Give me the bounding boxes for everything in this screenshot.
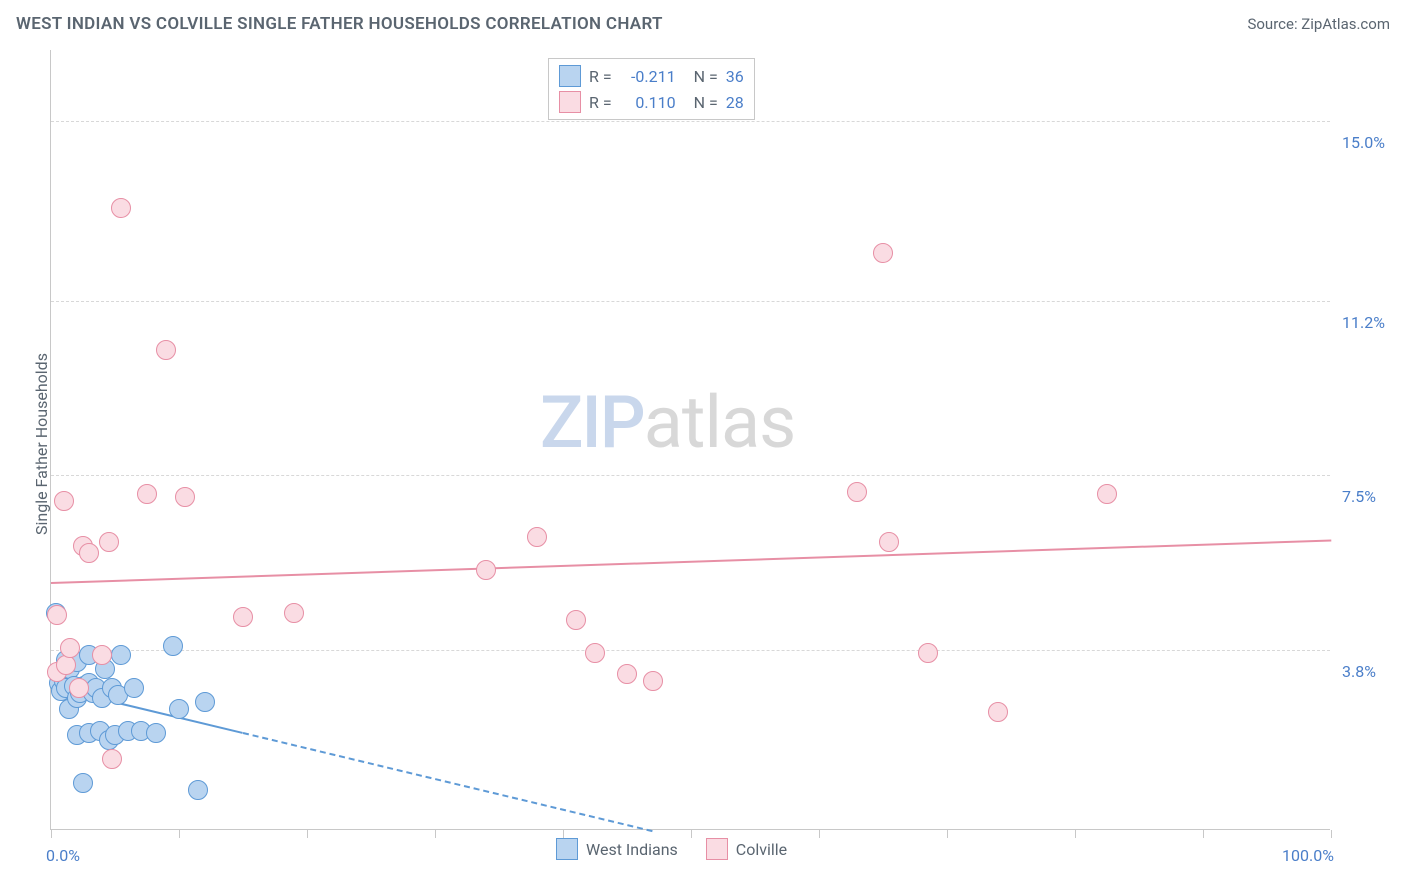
legend-row: R = 0.110 N = 28 [559, 89, 744, 115]
data-point [284, 603, 304, 623]
data-point [102, 749, 122, 769]
data-point [233, 607, 253, 627]
x-tick [1331, 830, 1332, 838]
y-tick-label: 3.8% [1342, 662, 1376, 681]
gridline [51, 475, 1330, 476]
data-point [111, 198, 131, 218]
data-point [99, 532, 119, 552]
data-point [195, 692, 215, 712]
data-point [1097, 484, 1117, 504]
data-point [124, 678, 144, 698]
gridline [51, 301, 1330, 302]
data-point [566, 610, 586, 630]
legend-n-label: N = [694, 93, 718, 112]
data-point [60, 638, 80, 658]
source-attribution: Source: ZipAtlas.com [1247, 15, 1390, 33]
legend-swatch [556, 838, 578, 860]
x-tick [563, 830, 564, 838]
data-point [111, 645, 131, 665]
y-tick-label: 15.0% [1342, 133, 1385, 152]
data-point [879, 532, 899, 552]
data-point [527, 527, 547, 547]
legend-r-value: 0.110 [620, 93, 676, 112]
legend-swatch [559, 65, 581, 87]
data-point [73, 773, 93, 793]
trend-line [51, 539, 1331, 584]
data-point [169, 699, 189, 719]
x-tick [819, 830, 820, 838]
y-tick-label: 11.2% [1342, 313, 1385, 332]
x-tick [947, 830, 948, 838]
data-point [47, 605, 67, 625]
legend-item: Colville [706, 838, 787, 860]
data-point [188, 780, 208, 800]
data-point [146, 723, 166, 743]
data-point [476, 560, 496, 580]
gridline [51, 121, 1330, 122]
legend-swatch [706, 838, 728, 860]
chart-header: WEST INDIAN VS COLVILLE SINGLE FATHER HO… [16, 14, 1390, 34]
gridline [51, 650, 1330, 651]
legend-item: West Indians [556, 838, 678, 860]
y-axis-label: Single Father Households [32, 353, 51, 535]
y-tick-label: 7.5% [1342, 487, 1376, 506]
data-point [847, 482, 867, 502]
x-tick-label-max: 100.0% [1282, 846, 1334, 865]
legend-swatch [559, 91, 581, 113]
data-point [92, 645, 112, 665]
legend-row: R = -0.211 N = 36 [559, 63, 744, 89]
plot-area [50, 50, 1330, 830]
legend-n-value: 28 [726, 93, 744, 112]
data-point [54, 491, 74, 511]
legend-item-label: Colville [736, 840, 787, 859]
data-point [643, 671, 663, 691]
legend-n-label: N = [694, 67, 718, 86]
x-tick [51, 830, 52, 838]
x-tick [1075, 830, 1076, 838]
chart-title: WEST INDIAN VS COLVILLE SINGLE FATHER HO… [16, 14, 663, 34]
data-point [988, 702, 1008, 722]
series-legend: West Indians Colville [556, 838, 787, 860]
legend-r-label: R = [589, 93, 612, 112]
data-point [585, 643, 605, 663]
legend-item-label: West Indians [586, 840, 678, 859]
x-tick [1203, 830, 1204, 838]
legend-r-label: R = [589, 67, 612, 86]
data-point [69, 678, 89, 698]
legend-n-value: 36 [726, 67, 744, 86]
correlation-legend: R = -0.211 N = 36 R = 0.110 N = 28 [548, 58, 755, 120]
data-point [617, 664, 637, 684]
trend-line [243, 732, 653, 832]
data-point [156, 340, 176, 360]
data-point [918, 643, 938, 663]
x-tick [179, 830, 180, 838]
x-tick-label-min: 0.0% [46, 846, 80, 865]
data-point [137, 484, 157, 504]
data-point [79, 543, 99, 563]
data-point [873, 243, 893, 263]
legend-r-value: -0.211 [620, 67, 676, 86]
data-point [175, 487, 195, 507]
data-point [163, 636, 183, 656]
x-tick [435, 830, 436, 838]
x-tick [307, 830, 308, 838]
x-tick [691, 830, 692, 838]
